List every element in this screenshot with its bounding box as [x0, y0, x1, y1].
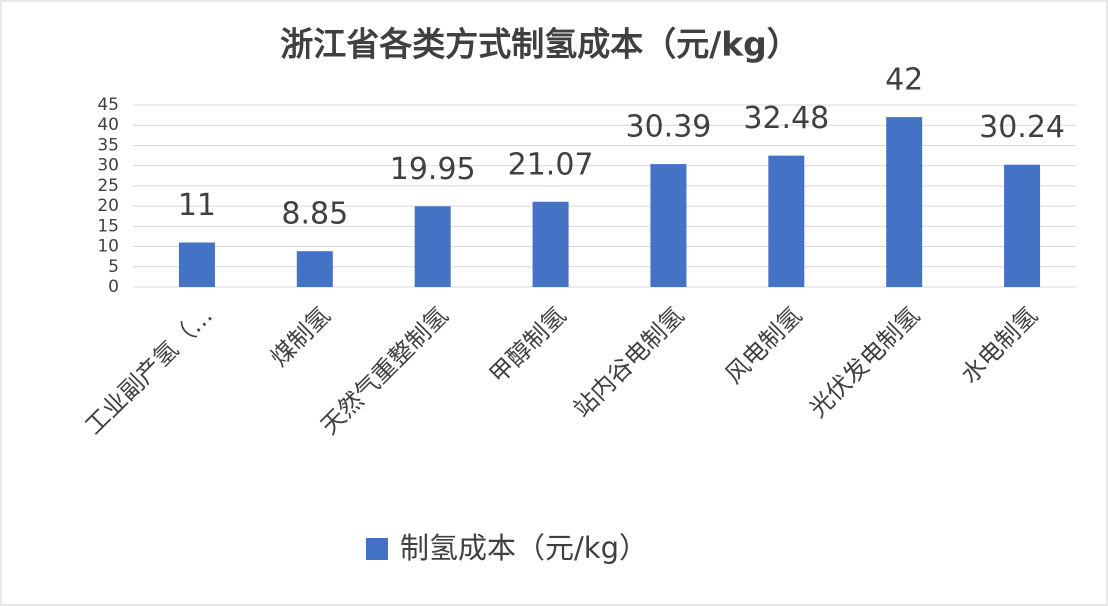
legend-label: 制氢成本（元/kg） — [400, 531, 648, 565]
y-tick-label: 0 — [108, 277, 119, 297]
y-tick-label: 20 — [97, 196, 119, 216]
legend-swatch — [366, 538, 388, 560]
data-label: 42 — [885, 63, 923, 98]
data-label: 8.85 — [281, 197, 348, 232]
y-tick-label: 25 — [97, 176, 119, 196]
data-label: 21.07 — [508, 147, 594, 182]
data-label: 30.24 — [979, 110, 1065, 145]
data-label: 32.48 — [743, 101, 829, 136]
bar — [650, 164, 687, 287]
y-tick-label: 15 — [97, 216, 119, 236]
data-label: 30.39 — [625, 110, 711, 145]
chart-title: 浙江省各类方式制氢成本（元/kg） — [280, 25, 800, 64]
bar — [532, 201, 569, 287]
data-label: 19.95 — [390, 152, 476, 187]
y-tick-label: 40 — [97, 115, 119, 135]
y-tick-label: 30 — [97, 156, 119, 176]
bar — [1004, 164, 1041, 287]
y-tick-label: 45 — [97, 95, 119, 115]
y-tick-label: 10 — [97, 237, 119, 257]
y-tick-label: 5 — [108, 257, 119, 277]
bar — [886, 117, 923, 287]
bar — [414, 206, 451, 287]
bar — [768, 155, 805, 287]
bar — [178, 242, 215, 287]
bar — [296, 251, 333, 287]
y-tick-label: 35 — [97, 135, 119, 155]
data-label: 11 — [178, 188, 216, 223]
